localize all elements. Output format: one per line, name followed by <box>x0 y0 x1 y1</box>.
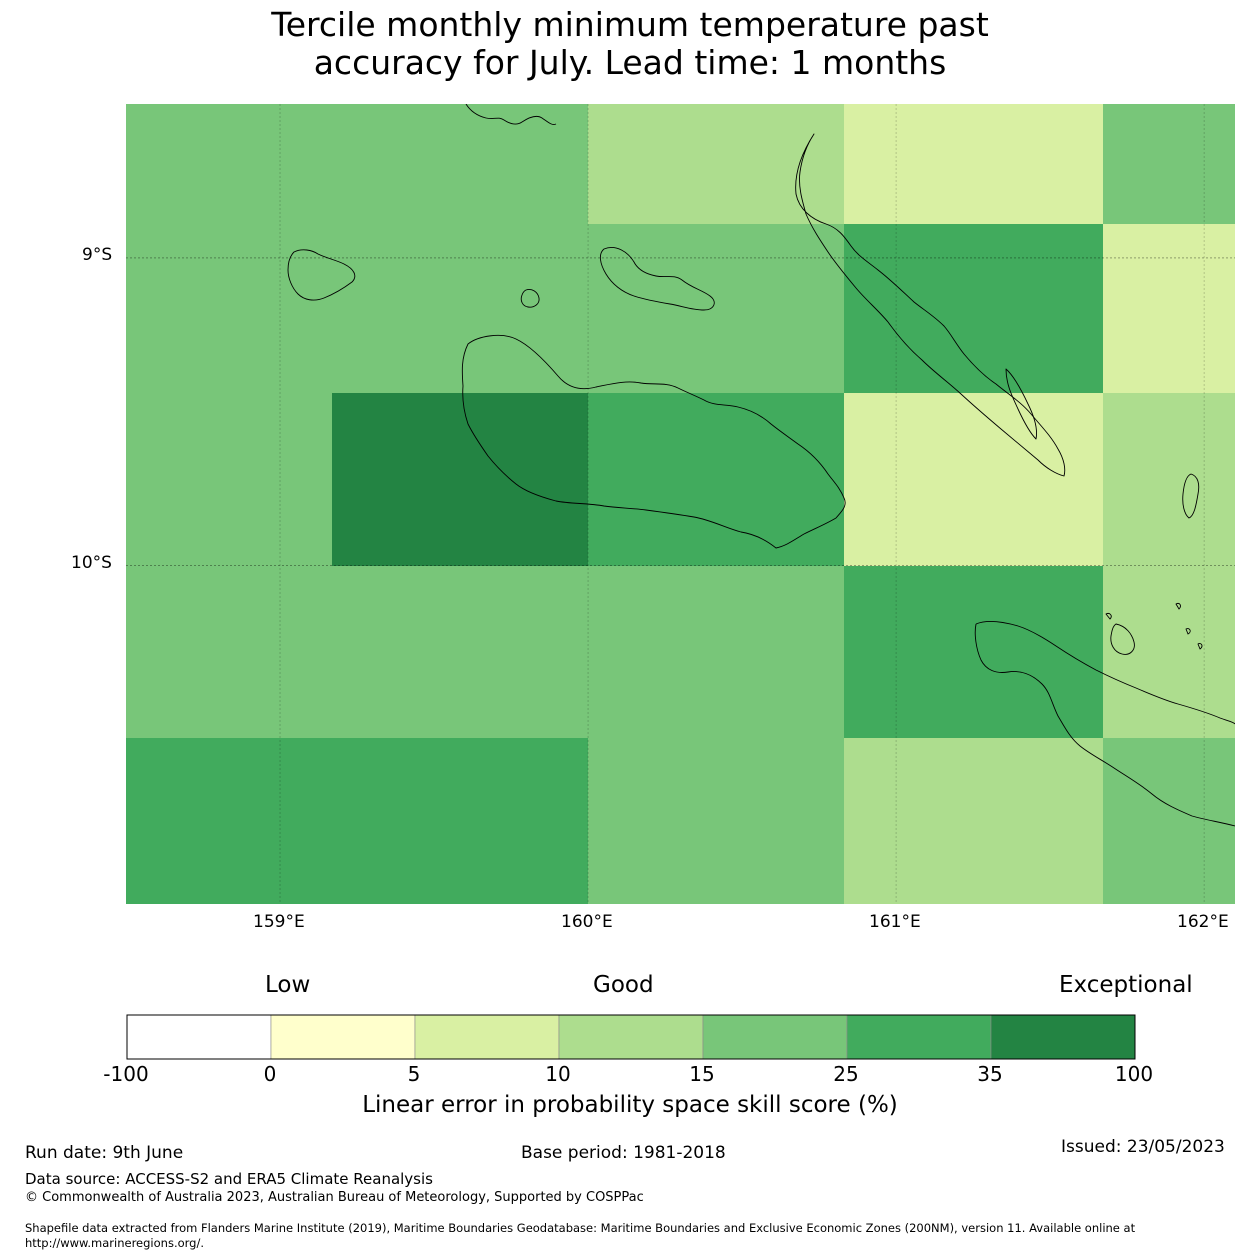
grid-cell <box>126 738 332 904</box>
title-line-2: accuracy for July. Lead time: 1 months <box>313 43 947 82</box>
grid-cell <box>332 224 588 393</box>
colorbar-tick: 10 <box>545 1062 571 1086</box>
grid-cell <box>332 393 588 566</box>
grid-cell <box>126 393 332 566</box>
lon-label-162e: 162°E <box>1177 912 1229 932</box>
grid-cell <box>844 738 1103 904</box>
grid-cell <box>332 104 588 224</box>
colorbar-segment <box>846 1014 992 1060</box>
colorbar <box>126 1014 1136 1060</box>
skill-map <box>126 104 1235 904</box>
colorbar-segment <box>270 1014 416 1060</box>
east-small-islands <box>1105 603 1203 650</box>
colorbar-segment <box>558 1014 704 1060</box>
colorbar-segment <box>414 1014 560 1060</box>
colorbar-label-good: Good <box>593 972 654 998</box>
colorbar-tick: 0 <box>263 1062 277 1086</box>
north-guadalcanal-coastline <box>465 104 557 125</box>
shapefile-credit-line-1: Shapefile data extracted from Flanders M… <box>25 1221 1136 1235</box>
grid-cell <box>844 393 1103 566</box>
san-cristobal-coastline <box>974 620 1235 827</box>
grid-cell <box>844 566 1103 738</box>
colorbar-label-exceptional: Exceptional <box>1059 972 1193 998</box>
grid-cell <box>588 393 844 566</box>
grid-cell <box>332 738 588 904</box>
russell-islands-coastline <box>287 249 356 301</box>
colorbar-tick: 15 <box>689 1062 715 1086</box>
malaita-coastline <box>795 133 1066 477</box>
lon-label-159e: 159°E <box>253 912 305 932</box>
grid-cell <box>844 224 1103 393</box>
grid-cell <box>1103 104 1235 224</box>
colorbar-segment <box>990 1014 1136 1060</box>
shapefile-credit-line-2: http://www.marineregions.org/. <box>25 1236 204 1250</box>
colorbar-segment <box>702 1014 848 1060</box>
grid-cell <box>126 566 332 738</box>
grid-cell <box>126 224 332 393</box>
colorbar-tick: 25 <box>833 1062 859 1086</box>
colorbar-border <box>126 1014 1136 1060</box>
lon-label-160e: 160°E <box>561 912 613 932</box>
grid-cell <box>588 738 844 904</box>
small-malaita-coastline <box>1005 368 1037 440</box>
grid-cell <box>588 566 844 738</box>
run-date: Run date: 9th June <box>25 1143 184 1163</box>
grid-cell <box>332 566 588 738</box>
grid-cell <box>1103 393 1235 566</box>
colorbar-tick: -100 <box>103 1062 149 1086</box>
base-period: Base period: 1981-2018 <box>521 1143 726 1163</box>
ulawa-island-coastline <box>1110 623 1135 655</box>
colorbar-tick: 100 <box>1114 1062 1154 1086</box>
colorbar-segment <box>126 1014 272 1060</box>
lon-label-161e: 161°E <box>869 912 921 932</box>
copyright: © Commonwealth of Australia 2023, Austra… <box>25 1190 644 1205</box>
issued-date: Issued: 23/05/2023 <box>1061 1137 1225 1157</box>
colorbar-tick: 35 <box>977 1062 1003 1086</box>
grid-cell <box>126 104 332 224</box>
grid-cell <box>844 104 1103 224</box>
chart-title: Tercile monthly minimum temperature past… <box>0 6 1260 82</box>
colorbar-label-low: Low <box>265 972 311 998</box>
grid-cell <box>588 224 844 393</box>
title-line-1: Tercile monthly minimum temperature past <box>271 5 989 44</box>
grid-cell <box>1103 224 1235 393</box>
grid-cell <box>588 104 844 224</box>
lat-label-10s: 10°S <box>71 553 112 573</box>
colorbar-tick: 5 <box>407 1062 421 1086</box>
savo-island-coastline <box>520 289 540 308</box>
lat-label-9s: 9°S <box>82 245 113 265</box>
colorbar-title: Linear error in probability space skill … <box>362 1092 898 1118</box>
sikaiana-island-coastline <box>1182 473 1200 519</box>
grid-cell <box>1103 566 1235 738</box>
florida-islands-coastline <box>599 247 715 311</box>
data-source: Data source: ACCESS-S2 and ERA5 Climate … <box>25 1170 433 1188</box>
guadalcanal-coastline <box>461 334 846 549</box>
